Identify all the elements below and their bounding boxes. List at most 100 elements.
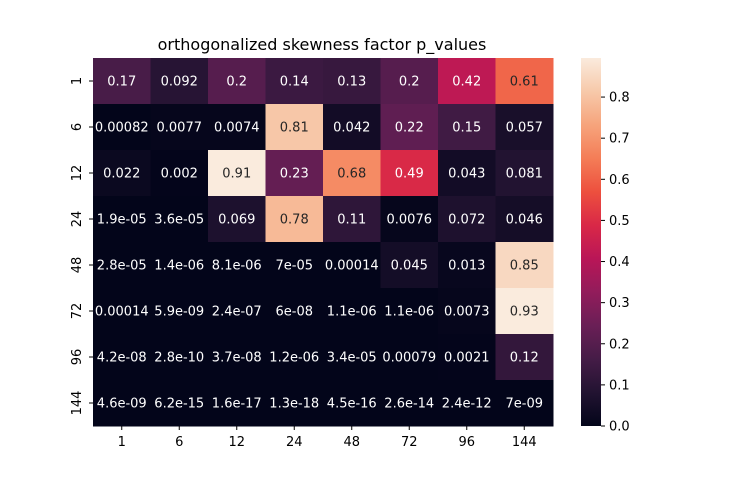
heatmap-cell <box>208 104 266 151</box>
heatmap-cell <box>438 150 496 197</box>
heatmap-cell <box>93 196 151 243</box>
y-tick-label: 12 <box>70 165 85 182</box>
heatmap-cell-label: 1.2e-06 <box>269 351 319 366</box>
heatmap-cell <box>265 104 324 151</box>
heatmap-cell-label: 0.78 <box>280 213 309 228</box>
heatmap-cell <box>380 334 439 381</box>
heatmap-cell-label: 0.00079 <box>382 351 436 366</box>
heatmap-cell <box>265 288 324 335</box>
heatmap-cell-label: 0.081 <box>506 167 543 182</box>
heatmap-cell <box>438 288 496 335</box>
colorbar-tick-label: 0.3 <box>609 296 630 311</box>
x-tick-label: 12 <box>228 435 245 450</box>
heatmap-cell <box>495 288 554 335</box>
colorbar-tick-label: 0.7 <box>609 132 630 147</box>
y-tick-label: 6 <box>70 123 85 131</box>
heatmap-cell-label: 0.49 <box>395 167 424 182</box>
heatmap-cell-label: 2.4e-07 <box>212 305 262 320</box>
heatmap-cell <box>495 196 554 243</box>
heatmap-cell-label: 0.13 <box>337 75 366 90</box>
x-tick-label: 1 <box>118 435 126 450</box>
colorbar-tick-label: 0.6 <box>609 173 630 188</box>
heatmap-cell-label: 0.00014 <box>95 305 149 320</box>
heatmap-cell <box>265 150 324 197</box>
heatmap-cell-label: 0.0021 <box>444 351 490 366</box>
heatmap-cell-label: 7e-05 <box>275 259 313 274</box>
y-tick-label: 144 <box>70 391 85 416</box>
x-tick-label: 24 <box>286 435 303 450</box>
heatmap-cell <box>150 380 209 427</box>
heatmap-cell <box>265 334 324 381</box>
heatmap-cell <box>323 242 381 289</box>
heatmap-cell-label: 2.8e-05 <box>97 259 147 274</box>
heatmap-cell-label: 3.4e-05 <box>327 351 377 366</box>
heatmap-cell-label: 6e-08 <box>275 305 313 320</box>
heatmap-cell <box>380 196 439 243</box>
y-tick-label: 48 <box>70 257 85 274</box>
heatmap-cell-label: 0.68 <box>337 167 366 182</box>
heatmap-cell <box>380 288 439 335</box>
x-tick-label: 6 <box>175 435 183 450</box>
heatmap-cell <box>150 196 209 243</box>
chart-title: orthogonalized skewness factor p_values <box>158 35 487 55</box>
heatmap-cell-label: 3.7e-08 <box>212 351 262 366</box>
heatmap-cell <box>495 334 554 381</box>
heatmap-cell-label: 0.043 <box>448 167 485 182</box>
x-axis-ticks: 1 6 12 24 48 72 96 144 <box>118 426 537 450</box>
heatmap-cell <box>93 104 151 151</box>
heatmap-cell <box>93 288 151 335</box>
heatmap-cell-label: 6.2e-15 <box>154 397 204 412</box>
heatmap-cell <box>208 380 266 427</box>
heatmap-cell <box>495 380 554 427</box>
heatmap-cell-label: 5.9e-09 <box>154 305 204 320</box>
colorbar-tick-label: 0.2 <box>609 337 630 352</box>
heatmap-cell <box>438 58 496 105</box>
x-tick-label: 96 <box>458 435 475 450</box>
heatmap-cell-label: 0.23 <box>280 167 309 182</box>
heatmap-cell-label: 3.6e-05 <box>154 213 204 228</box>
colorbar-tick-label: 0.1 <box>609 378 630 393</box>
heatmap-cell-label: 0.11 <box>337 213 366 228</box>
heatmap-cell <box>380 380 439 427</box>
heatmap-cell-label: 0.046 <box>506 213 543 228</box>
heatmap-cell-label: 4.6e-09 <box>97 397 147 412</box>
heatmap-cell-label: 0.057 <box>506 121 543 136</box>
heatmap-cell <box>495 150 554 197</box>
heatmap-cell-label: 0.2 <box>399 75 420 90</box>
heatmap-cell-label: 0.22 <box>395 121 424 136</box>
heatmap-cell <box>323 58 381 105</box>
heatmap-cell-label: 4.5e-16 <box>327 397 377 412</box>
heatmap-cell <box>265 196 324 243</box>
y-tick-label: 24 <box>70 211 85 228</box>
heatmap-cell <box>208 196 266 243</box>
heatmap-cell <box>93 58 151 105</box>
heatmap-cell-label: 0.00082 <box>95 121 149 136</box>
heatmap-cell-label: 0.91 <box>222 167 251 182</box>
heatmap-cell-label: 0.81 <box>280 121 309 136</box>
heatmap-cell-label: 0.0074 <box>214 121 260 136</box>
heatmap-cell <box>150 288 209 335</box>
colorbar-tick-label: 0.8 <box>609 91 630 106</box>
colorbar-tick-label: 0.4 <box>609 255 630 270</box>
heatmap-cell-label: 0.2 <box>226 75 247 90</box>
heatmap-cell-label: 1.3e-18 <box>269 397 319 412</box>
heatmap-cell <box>323 334 381 381</box>
heatmap-cell-label: 0.14 <box>280 75 309 90</box>
heatmap-cell <box>323 380 381 427</box>
heatmap-cell-label: 1.1e-06 <box>384 305 434 320</box>
y-tick-label: 72 <box>70 303 85 320</box>
heatmap-cell <box>150 150 209 197</box>
heatmap-cell-label: 0.0073 <box>444 305 490 320</box>
heatmap-cell-label: 2.4e-12 <box>442 397 492 412</box>
heatmap-cell-label: 0.013 <box>448 259 485 274</box>
heatmap-cell <box>93 242 151 289</box>
heatmap-cell-label: 0.0076 <box>387 213 433 228</box>
heatmap-cell <box>495 242 554 289</box>
heatmap-cell <box>208 150 266 197</box>
heatmap-cell-label: 0.045 <box>391 259 428 274</box>
heatmap-cell-label: 0.93 <box>510 305 539 320</box>
heatmap-cell <box>323 288 381 335</box>
x-tick-label: 72 <box>401 435 418 450</box>
heatmap-cell-label: 0.12 <box>510 351 539 366</box>
heatmap-cell <box>438 242 496 289</box>
